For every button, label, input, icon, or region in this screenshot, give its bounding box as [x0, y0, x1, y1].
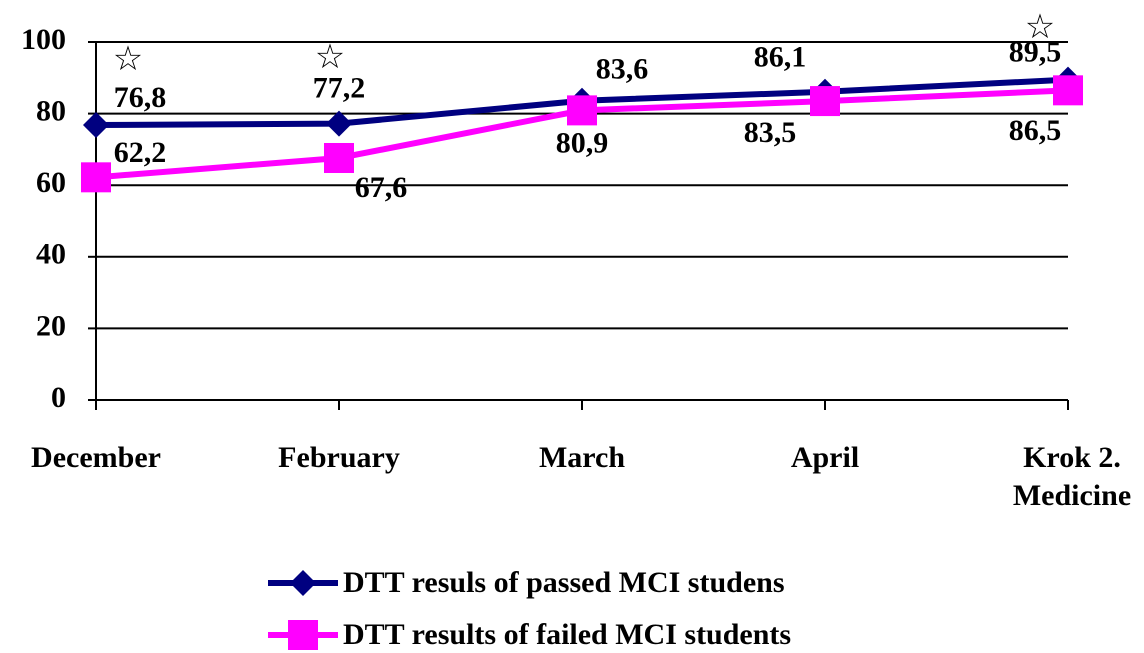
data-label: 86,1 — [754, 41, 807, 74]
y-tick-label: 100 — [21, 23, 66, 56]
y-tick-label: 60 — [36, 166, 66, 199]
x-tick-label: Krok 2. Medicine — [1013, 441, 1131, 512]
x-tick-label: February — [278, 441, 400, 474]
data-label: 77,2 — [313, 72, 366, 105]
data-point — [324, 142, 354, 173]
legend-marker — [288, 620, 318, 650]
data-label: 80,9 — [556, 126, 609, 159]
y-tick-label: 20 — [36, 309, 66, 342]
legend-label: DTT resuls of passed MCI studens — [343, 566, 785, 599]
legend-entry: DTT results of failed MCI students — [268, 618, 791, 651]
x-tick-label: December — [31, 441, 161, 474]
data-point — [326, 110, 352, 137]
data-label: 76,8 — [114, 81, 167, 114]
x-tick-label: March — [539, 441, 625, 474]
data-label: 89,5 — [1009, 35, 1062, 68]
y-tick-label: 80 — [36, 94, 66, 127]
data-label: 67,6 — [355, 171, 408, 204]
y-tick-label: 0 — [51, 381, 66, 414]
annotation: ☆ — [315, 39, 345, 76]
data-point — [83, 112, 109, 139]
data-point — [810, 86, 840, 117]
data-point — [1053, 75, 1083, 106]
annotation: ☆ — [1025, 9, 1055, 46]
data-label: 83,6 — [596, 53, 649, 86]
data-label: 62,2 — [114, 136, 167, 169]
x-tick-label: April — [791, 441, 859, 474]
annotation: ☆ — [113, 41, 143, 78]
y-tick-label: 40 — [36, 238, 66, 271]
data-label: 86,5 — [1009, 114, 1062, 147]
legend-label: DTT results of failed MCI students — [343, 618, 791, 651]
data-label: 83,5 — [744, 116, 797, 149]
data-point — [81, 162, 111, 193]
legend-marker — [290, 570, 316, 596]
legend-entry: DTT resuls of passed MCI studens — [268, 566, 785, 599]
data-point — [567, 95, 597, 126]
